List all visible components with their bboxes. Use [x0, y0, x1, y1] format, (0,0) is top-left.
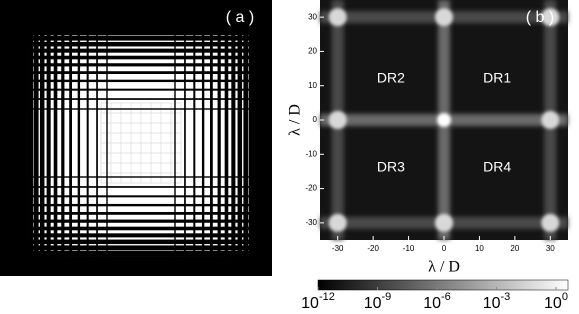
- colorbar-tick-label: 100: [544, 291, 568, 312]
- mask-gap: [224, 25, 229, 261]
- x-tick-label: -10: [403, 244, 415, 253]
- mask-gap: [23, 71, 259, 74]
- colorbar-tick-exponent: -9: [382, 291, 392, 303]
- mask-gap: [231, 25, 236, 261]
- x-tick-label: 20: [510, 244, 519, 253]
- colorbar-tick-exponent: -3: [501, 291, 511, 303]
- x-tick-label: -30: [332, 244, 344, 253]
- mask-gap: [23, 233, 259, 238]
- panel-label: ( b ): [526, 9, 554, 26]
- mask-gap: [27, 25, 34, 261]
- y-tick-label: -10: [305, 149, 317, 158]
- mask-gap: [23, 29, 259, 36]
- psf-spot: [435, 8, 453, 27]
- colorbar: [317, 279, 569, 291]
- mask-gap: [106, 25, 108, 261]
- mask-gap: [248, 25, 255, 261]
- mask-gap: [23, 195, 259, 198]
- y-tick-label: 10: [308, 81, 317, 90]
- region-label: DR3: [377, 159, 405, 175]
- psf-spot: [437, 113, 451, 127]
- mask-gap: [23, 41, 259, 47]
- y-tick-label: 30: [308, 12, 317, 21]
- psf-spot: [541, 111, 560, 129]
- mask-gap: [237, 25, 243, 261]
- colorbar-tick-base: 10: [364, 295, 382, 312]
- mask-gap: [46, 25, 51, 261]
- colorbar-tick-label: 10-3: [483, 291, 511, 312]
- mask-gap: [23, 88, 259, 91]
- mask-gap: [217, 25, 221, 261]
- colorbar-tick-base: 10: [301, 295, 319, 312]
- mask-gap: [22, 25, 28, 261]
- mask-gap: [23, 24, 259, 30]
- colorbar-tick-base: 10: [544, 295, 562, 312]
- mask-gap: [23, 108, 259, 110]
- colorbar-tick-label: 10-12: [301, 291, 335, 312]
- mask-gap: [174, 25, 176, 261]
- mask-gap: [23, 219, 259, 223]
- panel-a: ( a ): [0, 0, 272, 276]
- x-tick-label: 0: [442, 244, 447, 253]
- psf-spot: [328, 111, 347, 129]
- mask-gap: [96, 25, 98, 261]
- mask-gap: [53, 25, 58, 261]
- colorbar-tick-exponent: -12: [319, 291, 335, 303]
- mask-gap: [254, 25, 260, 261]
- mask-gap: [69, 25, 72, 261]
- mask-gap: [243, 25, 249, 261]
- colorbar-tick-base: 10: [483, 295, 501, 312]
- mask-gap: [23, 176, 259, 178]
- mask-gap: [23, 256, 259, 262]
- y-tick-label: 20: [308, 47, 317, 56]
- mask-gap: [33, 25, 39, 261]
- mask-gap: [23, 98, 259, 100]
- psf-spot: [328, 213, 347, 232]
- x-tick-label: 30: [546, 244, 555, 253]
- y-axis-label: λ / D: [287, 104, 304, 136]
- mask-gap: [86, 25, 89, 261]
- mask-gap: [39, 25, 45, 261]
- psf-spot: [328, 8, 347, 27]
- y-tick-label: -20: [305, 184, 317, 193]
- region-label: DR4: [483, 159, 511, 175]
- psf-spot: [541, 8, 560, 27]
- mask-gap: [23, 186, 259, 188]
- colorbar-tick-exponent: -6: [441, 291, 451, 303]
- mask-gap: [23, 203, 259, 207]
- mask-gap: [23, 250, 259, 257]
- mask-gap: [210, 25, 213, 261]
- mask-gap: [184, 25, 186, 261]
- mask-gap: [23, 55, 259, 60]
- psf-spot: [541, 213, 560, 232]
- y-tick-label: -30: [305, 218, 317, 227]
- colorbar-tick-exponent: 0: [562, 291, 568, 303]
- psf-spot: [435, 213, 453, 232]
- mask-gap: [23, 35, 259, 41]
- mask-gap: [23, 226, 259, 231]
- mask-gap: [61, 25, 65, 261]
- colorbar-tick-label: 10-6: [423, 291, 451, 312]
- x-tick-label: 10: [475, 244, 484, 253]
- mask-gap: [201, 25, 205, 261]
- mask-gap: [23, 239, 259, 245]
- y-tick-label: 0: [313, 115, 318, 124]
- region-label: DR1: [483, 70, 511, 86]
- colorbar-tick-base: 10: [423, 295, 441, 312]
- x-tick-label: -20: [367, 244, 379, 253]
- panel-label: ( a ): [226, 9, 254, 26]
- colorbar-tick-label: 10-9: [364, 291, 392, 312]
- region-label: DR2: [377, 70, 405, 86]
- x-axis-label: λ / D: [428, 259, 460, 276]
- psf-spots: [328, 8, 560, 232]
- mask-gap: [23, 48, 259, 53]
- mask-gap: [23, 245, 259, 251]
- mask-gap: [23, 79, 259, 83]
- mask-gap: [77, 25, 81, 261]
- mask-gap: [193, 25, 196, 261]
- mask-gap: [23, 63, 259, 67]
- mask-gap: [23, 212, 259, 215]
